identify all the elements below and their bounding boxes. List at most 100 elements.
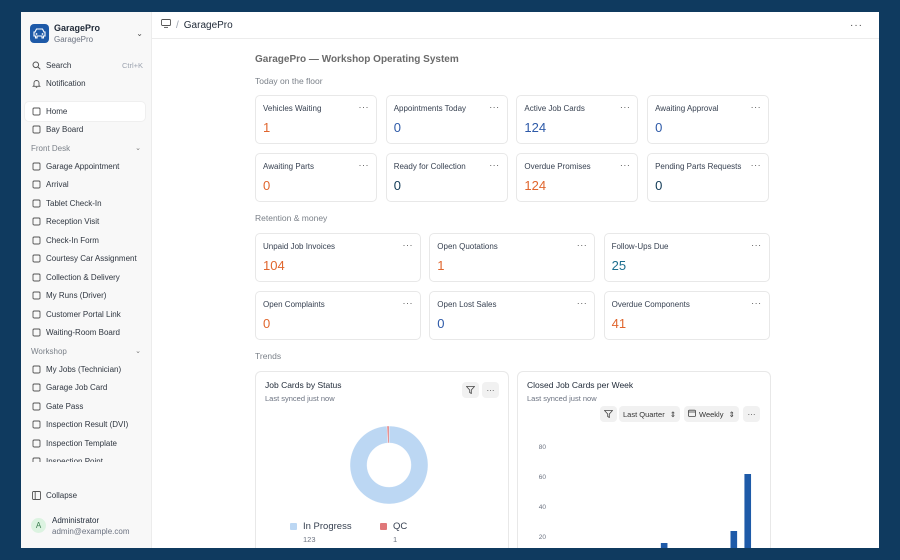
stat-card-value: 41 <box>611 316 627 331</box>
card-more-button[interactable]: ··· <box>751 240 762 250</box>
stat-card-value: 0 <box>393 178 401 193</box>
sidebar-item-label: Customer Portal Link <box>46 309 121 319</box>
card-more-button[interactable]: ··· <box>358 160 369 170</box>
card-more-button[interactable]: ··· <box>576 240 588 250</box>
sidebar-footer: Collapse A Administrator admin@example.c… <box>21 486 151 543</box>
sidebar-item-arrival[interactable]: Arrival <box>21 176 151 195</box>
chevron-down-icon: ⌄ <box>136 29 143 38</box>
sidebar-item-my-runs-driver[interactable]: My Runs (Driver) <box>21 287 151 306</box>
bar-chart: 20 40 60 80 <box>539 444 752 548</box>
card-more-button[interactable]: ··· <box>751 298 762 308</box>
stat-card-label: Awaiting Approval <box>655 104 719 113</box>
notification-button[interactable]: Notification <box>21 75 151 94</box>
search-button[interactable]: Search Ctrl+K <box>21 56 151 75</box>
user-email: admin@example.com <box>52 526 130 536</box>
chart-title: Closed Job Cards per Week <box>527 380 634 390</box>
y-tick-label: 40 <box>539 504 547 511</box>
sidebar-item-check-in-form[interactable]: Check-In Form <box>21 231 151 250</box>
bell-icon <box>31 79 41 89</box>
stat-card-value: 124 <box>524 120 547 135</box>
stat-card-label: Appointments Today <box>393 104 467 113</box>
stat-card[interactable]: Open Lost Sales ··· 0 <box>429 291 596 340</box>
stat-card[interactable]: Appointments Today ··· 0 <box>385 95 508 144</box>
workspace-name: GaragePro <box>54 34 94 44</box>
workspace-switcher[interactable]: GaragePro GaragePro ⌄ <box>21 12 151 46</box>
stat-card[interactable]: Open Complaints ··· 0 <box>255 291 421 340</box>
interval-select-value: Weekly <box>699 409 724 419</box>
interval-select[interactable]: Weekly ⇕ <box>684 406 739 422</box>
stat-card[interactable]: Unpaid Job Invoices ··· 104 <box>255 233 421 282</box>
section-workshop[interactable]: Workshop ⌄ <box>21 342 151 360</box>
sidebar-item-gate-pass[interactable]: Gate Pass <box>21 397 151 416</box>
stat-card[interactable]: Awaiting Approval ··· 0 <box>647 95 770 144</box>
card-more-button[interactable]: ··· <box>489 160 500 170</box>
stat-card[interactable]: Active Job Cards ··· 124 <box>516 95 639 144</box>
card-more-button[interactable]: ··· <box>358 102 369 112</box>
card-more-button[interactable]: ··· <box>619 102 631 112</box>
chart-more-button[interactable]: ··· <box>743 406 760 422</box>
legend-swatch <box>380 523 387 530</box>
document-icon <box>31 420 41 430</box>
stat-card[interactable]: Overdue Promises ··· 124 <box>516 153 639 202</box>
breadcrumb[interactable]: GaragePro <box>183 19 233 31</box>
sidebar-item-bay-board[interactable]: Bay Board <box>21 121 151 140</box>
legend-count: 123 <box>303 535 316 544</box>
document-icon <box>31 383 41 393</box>
sidebar-item-inspection-point[interactable]: Inspection Point <box>21 453 151 462</box>
chart-more-button[interactable]: ··· <box>482 382 499 398</box>
section-trends: Trends <box>255 351 282 361</box>
stat-card[interactable]: Pending Parts Requests ··· 0 <box>647 153 770 202</box>
sidebar-item-inspection-template[interactable]: Inspection Template <box>21 434 151 453</box>
y-tick-label: 80 <box>539 444 547 451</box>
bar[interactable] <box>660 543 668 548</box>
bar[interactable] <box>744 474 752 548</box>
stat-card-value: 0 <box>263 178 271 193</box>
more-options-button[interactable]: ··· <box>850 19 863 31</box>
card-more-button[interactable]: ··· <box>489 102 500 112</box>
stat-card[interactable]: Ready for Collection ··· 0 <box>385 153 508 202</box>
user-menu[interactable]: A Administrator admin@example.com <box>21 509 151 543</box>
list-icon <box>31 291 41 301</box>
filter-button[interactable] <box>600 406 617 422</box>
stat-card[interactable]: Vehicles Waiting ··· 1 <box>255 95 377 144</box>
stat-card[interactable]: Open Quotations ··· 1 <box>429 233 596 282</box>
sidebar-item-courtesy-car-assignment[interactable]: Courtesy Car Assignment <box>21 250 151 269</box>
card-more-button[interactable]: ··· <box>402 240 413 250</box>
sidebar-item-collection-delivery[interactable]: Collection & Delivery <box>21 268 151 287</box>
card-more-button[interactable]: ··· <box>750 102 762 112</box>
donut-slice-qc[interactable] <box>386 425 390 444</box>
sidebar-item-waiting-room-board[interactable]: Waiting-Room Board <box>21 324 151 343</box>
chart-synced: Last synced just now <box>527 394 597 403</box>
stat-card[interactable]: Awaiting Parts ··· 0 <box>255 153 377 202</box>
card-more-button[interactable]: ··· <box>750 160 762 170</box>
chart-card-status: Job Cards by Status Last synced just now… <box>255 371 509 548</box>
period-select[interactable]: Last Quarter ⇕ <box>619 406 680 422</box>
sidebar-item-garage-appointment[interactable]: Garage Appointment <box>21 157 151 176</box>
stat-card-value: 104 <box>263 258 285 273</box>
sidebar-item-inspection-result-dvi[interactable]: Inspection Result (DVI) <box>21 416 151 435</box>
sidebar-item-customer-portal-link[interactable]: Customer Portal Link <box>21 305 151 324</box>
card-more-button[interactable]: ··· <box>402 298 413 308</box>
app-window: GaragePro GaragePro ⌄ Search Ctrl+K Noti… <box>21 12 879 548</box>
sidebar-item-home[interactable]: Home <box>25 102 145 121</box>
filter-button[interactable] <box>462 382 479 398</box>
notification-label: Notification <box>46 79 86 89</box>
sidebar-item-tablet-check-in[interactable]: Tablet Check-In <box>21 194 151 213</box>
sidebar-item-reception-visit[interactable]: Reception Visit <box>21 213 151 232</box>
main-area: / GaragePro ··· GaragePro — Workshop Ope… <box>152 12 879 548</box>
sidebar-item-my-jobs-technician[interactable]: My Jobs (Technician) <box>21 360 151 379</box>
section-front-desk[interactable]: Front Desk ⌄ <box>21 139 151 157</box>
collapse-button[interactable]: Collapse <box>21 486 151 505</box>
stat-card[interactable]: Follow-Ups Due ··· 25 <box>603 233 770 282</box>
sidebar-item-garage-job-card[interactable]: Garage Job Card <box>21 379 151 398</box>
card-more-button[interactable]: ··· <box>619 160 631 170</box>
sidebar-item-label: Check-In Form <box>46 235 99 245</box>
sidebar-item-label: Arrival <box>46 180 69 190</box>
user-icon <box>31 217 41 227</box>
donut-slice-in-progress[interactable] <box>349 425 429 505</box>
home-icon <box>31 106 41 116</box>
bar[interactable] <box>730 531 738 548</box>
stat-card[interactable]: Overdue Components ··· 41 <box>603 291 770 340</box>
section-retention: Retention & money <box>255 213 328 223</box>
card-more-button[interactable]: ··· <box>576 298 588 308</box>
